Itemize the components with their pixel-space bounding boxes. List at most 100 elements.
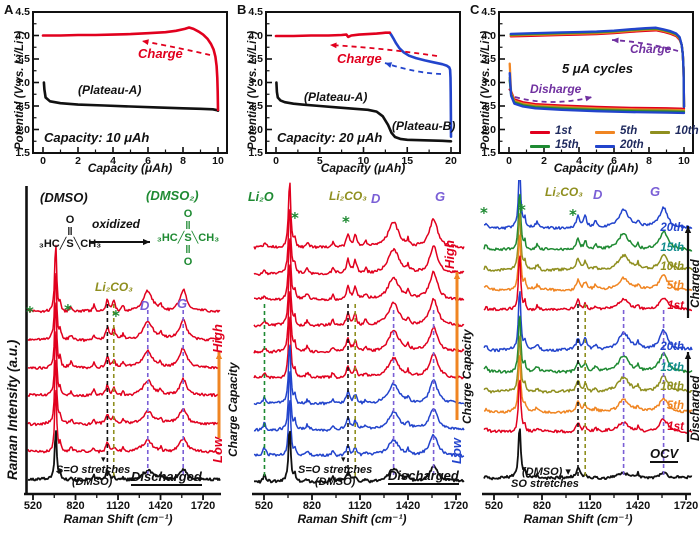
unknown-peak-asterisk: * [342, 213, 350, 231]
charged-trace-label-10th: 10th [660, 261, 684, 273]
charge-capacity-arrow-label-left: Charge Capacity [226, 362, 240, 457]
tick-label: 820 [66, 500, 85, 512]
oxidized-label: oxidized [92, 217, 141, 231]
voltage-chart-b [265, 11, 461, 154]
discharged-label-left: Discharged [131, 469, 202, 486]
tick-label: Raman Shift (cm⁻¹) [297, 512, 407, 526]
legend-label-1st: 1st [555, 125, 572, 137]
panel-a: A Potential (V vs. Li/Li⁺) Capacity (μAh… [0, 0, 233, 178]
structure-row: O [65, 214, 75, 226]
legend-swatch-15th [530, 145, 550, 148]
raman-chart-left [24, 186, 223, 500]
raman-panel-mid [240, 180, 470, 535]
raman-chart-mid [252, 182, 465, 500]
charged-trace-label-5th: 5th [666, 280, 684, 292]
tick-label: 3.5 [15, 53, 30, 65]
tick-label: 4 [576, 155, 582, 167]
li2o-label-mid: Li₂O [248, 190, 274, 204]
so-marker-mid: ▾ [341, 454, 346, 464]
structure-row: O [183, 256, 193, 268]
tick-label: 10 [357, 155, 370, 167]
tick-label: 1420 [625, 500, 651, 512]
discharged-trace-label-20th: 20th [660, 341, 684, 353]
x-axis-label-c: Capacity (μAh) [553, 161, 639, 175]
tick-label: 8 [646, 155, 652, 167]
tick-label: 2.0 [248, 123, 263, 136]
discharge-annotation-c: Disharge [530, 82, 582, 96]
li2co3-label-mid: Li₂CO₃ [329, 189, 367, 203]
so-stretch-label-left: S=O stretches [56, 464, 131, 476]
tick-label: 4.0 [248, 29, 263, 42]
structure-row: ₃HC╱S╲CH₃ [38, 238, 102, 250]
so-stretch-dmso-label-mid: (DMSO) [315, 476, 356, 488]
unknown-peak-asterisk: * [569, 206, 577, 224]
so-dmso-label-right: (DMSO) ▾ [522, 466, 571, 478]
structure-row: ‖ [67, 226, 73, 238]
structure-row: ‖ [185, 220, 191, 232]
tick-label: 520 [484, 500, 504, 512]
ocv-label: OCV [650, 446, 679, 463]
charged-trace-label-20th: 20th [660, 222, 684, 234]
raman-panel-left [0, 180, 240, 535]
low-label-left: Low [210, 437, 225, 463]
tick-label: 1720 [443, 500, 469, 512]
charged-trace-label-15th: 15th [660, 242, 684, 254]
li2co3-label-left: Li₂CO₃ [95, 280, 133, 294]
discharged-trace-label-10th: 10th [660, 381, 684, 393]
panel-b: B Potential (V vs. Li/Li⁺) Capacity (μAh… [233, 0, 466, 178]
tick-label: 4.0 [481, 29, 496, 42]
so-marker-left: ▾ [101, 454, 106, 464]
tick-label: 1.5 [481, 147, 496, 159]
tick-label: 1420 [395, 500, 421, 512]
unknown-peak-asterisk: * [26, 303, 34, 321]
panel-c: C Potential (V vs. Li/Li⁺) Capacity (μAh… [466, 0, 700, 178]
tick-label: 4.5 [15, 6, 30, 18]
discharged-label-mid: Discharged [388, 468, 459, 485]
low-label-mid: Low [449, 438, 464, 464]
tick-label: 1120 [578, 500, 602, 512]
dmso-structure: O ‖ ₃HC╱S╲CH₃ [34, 214, 106, 250]
tick-label: 3.0 [15, 76, 30, 89]
tick-label: 0 [506, 155, 512, 167]
legend-label-20th: 20th [620, 139, 644, 151]
charged-group-label: Charged [688, 259, 700, 308]
d-band-label-left: D [140, 298, 150, 313]
tick-label: 2.5 [481, 100, 496, 112]
tick-label: 0 [40, 155, 46, 167]
tick-label: 2.0 [481, 123, 496, 136]
legend-swatch-10th [650, 131, 670, 134]
tick-label: 5 [316, 155, 323, 167]
tick-label: Raman Shift (cm⁻¹) [63, 512, 173, 526]
tick-label: 3.0 [481, 76, 496, 89]
tick-label: 4.5 [248, 6, 263, 18]
structure-row: ₃HC╱S╲CH₃ [156, 232, 220, 244]
so-stretch-label-right: SO stretches [511, 478, 579, 490]
discharged-trace-label-5th: 5th [666, 400, 684, 412]
li2co3-label-right: Li₂CO₃ [545, 185, 583, 199]
structure-row: O [183, 208, 193, 220]
tick-label: 8 [180, 155, 186, 167]
unknown-peak-asterisk: * [480, 204, 488, 222]
legend-swatch-1st [530, 131, 550, 134]
unknown-peak-asterisk: * [291, 209, 299, 227]
capacity-annotation-a: Capacity: 10 μAh [44, 130, 150, 145]
tick-label: 520 [254, 500, 274, 512]
unknown-peak-asterisk: * [112, 307, 120, 325]
tick-label: 2 [541, 155, 547, 167]
raman-y-axis-label: Raman Intensity (a.u.) [5, 339, 20, 480]
unknown-peak-asterisk: * [64, 301, 72, 319]
tick-label: 6 [145, 155, 151, 167]
raman-panel-right [470, 180, 700, 535]
g-band-label-right: G [650, 184, 661, 199]
d-band-label-mid: D [371, 191, 381, 206]
plateau-a-annotation-a: (Plateau-A) [78, 83, 142, 97]
raman-chart-right [482, 180, 693, 500]
high-label-left: High [210, 324, 225, 353]
plateau-a-annotation-b: (Plateau-A) [304, 90, 368, 104]
so-stretch-label-mid: S=O stretches [298, 464, 373, 476]
tick-label: 2.0 [15, 123, 30, 136]
charge-annotation-a: Charge [138, 46, 183, 61]
dmso2-structure: O ‖ ₃HC╱S╲CH₃ ‖ O [150, 208, 226, 268]
tick-label: 4.0 [15, 29, 30, 42]
tick-label: 520 [23, 500, 43, 512]
